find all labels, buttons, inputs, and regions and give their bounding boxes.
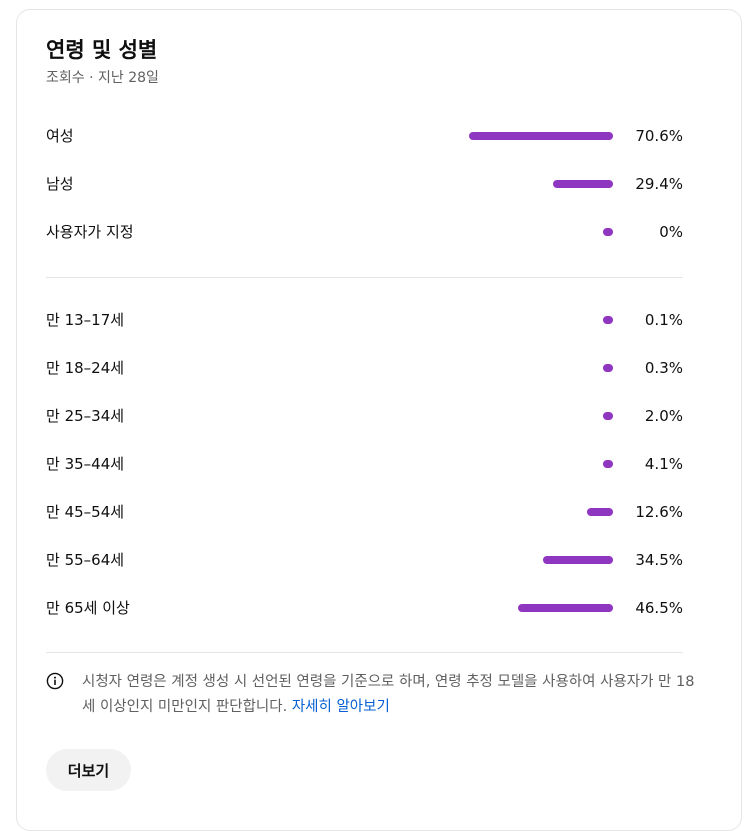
info-note-body: 시청자 연령은 계정 생성 시 선언된 연령을 기준으로 하며, 연령 추정 모… [82,674,695,715]
age-row: 만 55–64세 34.5% [46,545,683,575]
age-bar [603,460,613,468]
age-row: 만 45–54세 12.6% [46,497,683,527]
age-value: 12.6% [635,503,683,521]
age-bar [587,508,613,516]
age-row: 만 18–24세 0.3% [46,353,683,383]
learn-more-link[interactable]: 자세히 알아보기 [291,699,390,715]
section-divider [46,277,683,278]
age-bar [518,604,613,612]
gender-row: 여성 70.6% [46,121,683,151]
age-label: 만 25–34세 [46,407,125,425]
gender-value: 0% [659,223,683,241]
gender-value: 29.4% [635,175,683,193]
age-bar [603,364,613,372]
age-value: 46.5% [635,599,683,617]
gender-row: 남성 29.4% [46,169,683,199]
age-label: 만 65세 이상 [46,599,130,617]
more-button[interactable]: 더보기 [46,749,131,791]
age-value: 4.1% [644,455,683,473]
gender-row: 사용자가 지정 0% [46,217,683,247]
gender-value: 70.6% [635,127,683,145]
age-row: 만 35–44세 4.1% [46,449,683,479]
section-divider [46,652,683,653]
card-title: 연령 및 성별 [46,38,158,62]
gender-label: 남성 [46,175,74,193]
gender-bar [603,228,613,236]
gender-bar [469,132,613,140]
gender-bar [553,180,613,188]
age-label: 만 45–54세 [46,503,125,521]
age-row: 만 13–17세 0.1% [46,305,683,335]
age-value: 0.1% [644,311,683,329]
age-label: 만 18–24세 [46,359,125,377]
age-bar [603,412,613,420]
age-label: 만 55–64세 [46,551,125,569]
info-note-text: 시청자 연령은 계정 생성 시 선언된 연령을 기준으로 하며, 연령 추정 모… [82,670,696,720]
age-value: 0.3% [644,359,683,377]
info-icon [46,672,64,690]
age-row: 만 65세 이상 46.5% [46,593,683,623]
card-subtitle: 조회수 · 지난 28일 [46,70,159,86]
gender-label: 사용자가 지정 [46,223,134,241]
age-label: 만 13–17세 [46,311,125,329]
age-gender-card [16,9,742,831]
age-value: 34.5% [635,551,683,569]
age-value: 2.0% [644,407,683,425]
gender-label: 여성 [46,127,74,145]
age-bar [603,316,613,324]
age-label: 만 35–44세 [46,455,125,473]
age-bar [543,556,613,564]
age-row: 만 25–34세 2.0% [46,401,683,431]
